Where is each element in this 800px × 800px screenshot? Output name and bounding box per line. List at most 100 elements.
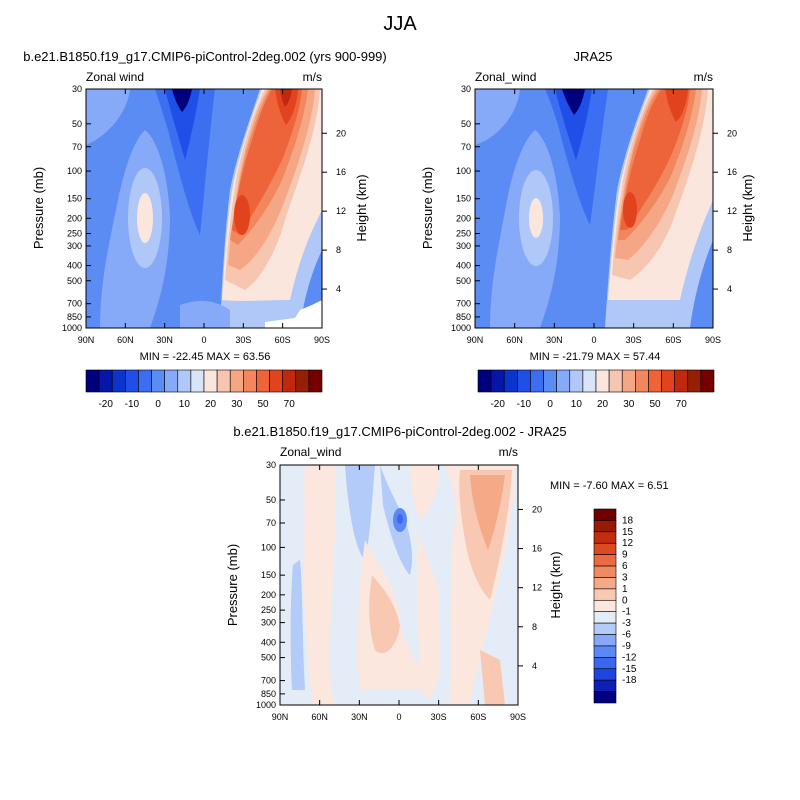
colorbar-swatch (700, 369, 715, 393)
y2-tick-label: 12 (727, 206, 737, 216)
y2-axis: 20 16 12 8 4 (518, 504, 542, 671)
colorbar: -20 -10 0 10 20 30 50 70 (85, 369, 323, 410)
colorbar-swatch (190, 369, 205, 393)
y-tick-label: 50 (461, 119, 471, 129)
y-tick-label: 500 (456, 276, 471, 286)
colorbar-swatch (593, 508, 617, 521)
panel-diff: b.e21.B1850.f19_g17.CMIP6-piControl-2deg… (225, 424, 669, 722)
y2-axis-label: Height (km) (740, 174, 755, 241)
colorbar-swatch (648, 369, 662, 393)
y-tick-label: 70 (72, 142, 82, 152)
units-label: m/s (694, 70, 713, 84)
colorbar-swatch (593, 657, 617, 670)
colorbar-swatch (593, 634, 617, 647)
y-tick-label: 30 (461, 84, 471, 94)
colorbar-label: 0 (155, 399, 161, 410)
x-axis: 90N 60N 30N 0 30S 60S 90S (467, 89, 721, 345)
y-tick-label: 100 (261, 542, 276, 552)
y-tick-label: 150 (456, 194, 471, 204)
x-tick-label: 30S (626, 335, 642, 345)
colorbar-label: -20 (490, 399, 505, 410)
x-tick-label: 0 (396, 712, 401, 722)
colorbar-swatch (593, 679, 617, 692)
x-tick-label: 90S (705, 335, 721, 345)
colorbar-swatch (593, 611, 617, 624)
x-tick-label: 30N (156, 335, 173, 345)
colorbar-label: 0 (622, 595, 628, 606)
x-tick-label: 90N (467, 335, 484, 345)
y-tick-label: 250 (261, 605, 276, 615)
stats-text: MIN = -7.60 MAX = 6.51 (550, 480, 669, 492)
y-tick-label: 50 (266, 495, 276, 505)
y-tick-label: 700 (261, 676, 276, 686)
y2-tick-label: 4 (532, 661, 537, 671)
colorbar: -20 -10 0 10 20 30 50 70 (477, 369, 715, 410)
colorbar-label: 10 (179, 399, 191, 410)
colorbar-swatch (151, 369, 165, 393)
x-axis: 90N 60N 30N 0 30S 60S 90S (78, 89, 330, 345)
y-tick-label: 1000 (451, 323, 471, 333)
colorbar-swatch (593, 542, 617, 555)
colorbar-swatch (593, 565, 617, 578)
colorbar-label: -12 (622, 652, 637, 663)
colorbar-label: 0 (547, 399, 553, 410)
contour-field (475, 89, 713, 328)
units-label: m/s (303, 70, 322, 84)
y-axis-label: Pressure (mb) (31, 167, 46, 249)
y-tick-label: 400 (67, 261, 82, 271)
colorbar-label: 18 (622, 515, 634, 526)
colorbar-swatch (138, 369, 152, 393)
colorbar-swatch (593, 599, 617, 613)
colorbar-swatch (229, 369, 244, 393)
colorbar-label: -10 (517, 399, 532, 410)
x-tick-label: 60N (117, 335, 134, 345)
contour-field (280, 465, 518, 705)
y2-axis: 20 16 12 8 4 (713, 128, 737, 294)
y2-tick-label: 20 (727, 128, 737, 138)
x-tick-label: 0 (591, 335, 596, 345)
x-tick-label: 60N (506, 335, 523, 345)
x-tick-label: 30S (235, 335, 251, 345)
y-tick-label: 400 (261, 637, 276, 647)
y-tick-label: 250 (67, 229, 82, 239)
colorbar-label: 1 (622, 584, 628, 595)
y-tick-label: 30 (72, 84, 82, 94)
colorbar-swatch (164, 369, 179, 393)
y-tick-label: 100 (67, 166, 82, 176)
colorbar-label: 10 (571, 399, 583, 410)
colorbar-swatch (243, 369, 257, 393)
x-tick-label: 90S (314, 335, 330, 345)
colorbar-swatch (308, 369, 323, 393)
y2-tick-label: 20 (532, 504, 542, 514)
colorbar-swatch (177, 369, 192, 393)
y-tick-label: 300 (261, 618, 276, 628)
stats-text: MIN = -22.45 MAX = 63.56 (140, 351, 271, 363)
colorbar-swatch (569, 369, 584, 393)
y-tick-label: 700 (67, 299, 82, 309)
x-tick-label: 30N (546, 335, 563, 345)
colorbar-label: -6 (622, 630, 631, 641)
x-tick-label: 60S (470, 712, 486, 722)
x-tick-label: 60S (665, 335, 681, 345)
colorbar-swatch (593, 520, 617, 533)
colorbar-swatch (661, 369, 675, 393)
y2-axis-label: Height (km) (354, 174, 369, 241)
colorbar-swatch (593, 554, 617, 567)
x-tick-label: 0 (201, 335, 206, 345)
y-tick-label: 400 (456, 261, 471, 271)
colorbar-swatch (203, 369, 218, 393)
left-label: Zonal_wind (475, 70, 536, 84)
colorbar-swatch (490, 369, 505, 393)
y2-tick-label: 20 (336, 128, 346, 138)
y-tick-label: 200 (456, 213, 471, 223)
y-tick-label: 850 (456, 312, 471, 322)
colorbar-label: -20 (98, 399, 113, 410)
x-tick-label: 30N (351, 712, 368, 722)
colorbar-label: 50 (649, 399, 661, 410)
y2-tick-label: 16 (727, 167, 737, 177)
y2-tick-label: 4 (336, 284, 341, 294)
y-tick-label: 30 (266, 460, 276, 470)
x-tick-label: 60N (311, 712, 328, 722)
colorbar-swatch (593, 588, 617, 601)
